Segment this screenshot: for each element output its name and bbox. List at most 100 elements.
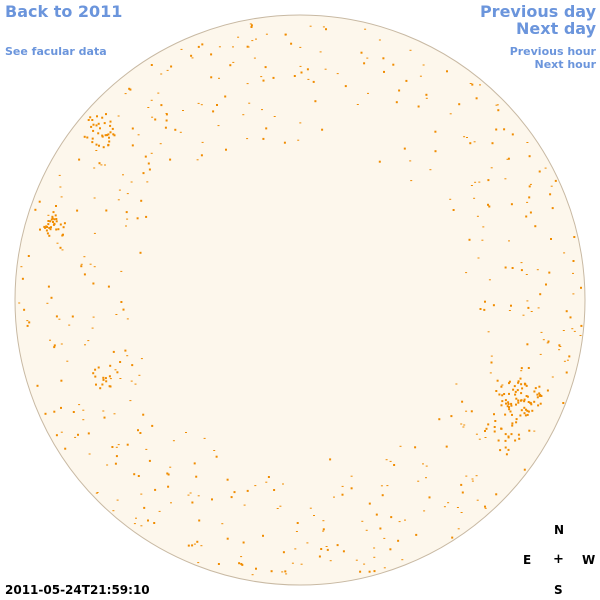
facula-marker (116, 371, 119, 374)
facula-marker (59, 246, 62, 249)
previous-hour-link[interactable]: Previous hour (509, 45, 596, 58)
facula-marker (390, 516, 393, 519)
facula-marker (536, 269, 539, 271)
facula-marker (479, 308, 482, 310)
facula-marker (130, 380, 133, 382)
next-hour-link[interactable]: Next hour (534, 58, 597, 71)
facula-marker (503, 393, 506, 395)
facula-marker (519, 414, 522, 417)
facula-marker (473, 141, 476, 143)
compass-south-label: S (554, 583, 563, 597)
facula-marker (573, 236, 576, 238)
see-facular-data-link[interactable]: See facular data (5, 45, 107, 58)
facula-marker (63, 222, 66, 225)
facula-marker (93, 266, 96, 268)
back-to-year-link[interactable]: Back to 2011 (5, 2, 123, 21)
facula-marker (504, 439, 507, 442)
facula-marker (56, 242, 59, 244)
facula-marker (217, 563, 220, 565)
facula-marker (474, 181, 477, 183)
facula-marker (539, 293, 542, 296)
facula-marker (122, 308, 125, 311)
facula-marker (395, 101, 398, 104)
facula-marker (28, 321, 31, 324)
facula-marker (520, 399, 523, 402)
facula-marker (547, 340, 550, 343)
facula-marker (265, 481, 268, 483)
facula-marker (218, 46, 221, 48)
facula-marker (99, 127, 101, 130)
facula-marker (422, 463, 424, 465)
facula-marker (548, 271, 551, 274)
facula-marker (484, 505, 486, 508)
facula-marker (96, 492, 99, 493)
facula-marker (201, 141, 204, 143)
facula-marker (111, 446, 114, 448)
facula-marker (495, 104, 498, 106)
facula-marker (38, 200, 41, 203)
facula-marker (460, 512, 463, 513)
facula-marker (169, 158, 172, 161)
facula-marker (273, 116, 276, 117)
facula-marker (458, 103, 461, 106)
facula-marker (434, 150, 437, 153)
facula-marker (497, 439, 500, 442)
facula-marker (539, 402, 542, 405)
facula-marker (515, 418, 518, 421)
facula-marker (462, 426, 465, 428)
facula-marker (473, 197, 476, 199)
facula-marker (282, 483, 284, 485)
facula-marker (414, 446, 417, 449)
facula-marker (82, 419, 85, 421)
facula-marker (398, 89, 401, 92)
previous-day-link[interactable]: Previous day (479, 2, 596, 21)
facula-marker (449, 198, 452, 200)
facula-marker (90, 125, 93, 128)
facula-marker (373, 570, 376, 573)
facula-marker (21, 277, 24, 280)
facula-marker (165, 119, 168, 122)
facula-marker (534, 387, 537, 390)
facula-marker (550, 185, 553, 187)
facula-marker (551, 376, 554, 378)
facula-marker (281, 571, 284, 573)
facula-marker (93, 197, 96, 199)
solar-disk (14, 14, 586, 586)
facula-marker (465, 475, 468, 477)
facula-marker (523, 398, 526, 401)
facula-marker (389, 460, 392, 462)
facula-marker (383, 70, 385, 73)
facula-marker (241, 563, 244, 566)
facula-marker (520, 262, 523, 264)
facula-marker (102, 376, 105, 379)
facula-marker (113, 134, 116, 137)
facula-marker (515, 403, 517, 406)
next-day-link[interactable]: Next day (516, 19, 596, 38)
facula-marker (471, 480, 474, 482)
facula-marker (428, 496, 431, 499)
facula-marker (496, 104, 499, 106)
facula-marker (527, 401, 530, 403)
facula-marker (61, 249, 64, 251)
facula-marker (185, 432, 187, 433)
facula-marker (456, 507, 459, 508)
facula-marker (55, 218, 58, 220)
facula-marker (516, 389, 519, 392)
facula-marker (169, 466, 172, 468)
facula-marker (272, 76, 275, 79)
facula-marker (291, 562, 294, 564)
facula-marker (126, 318, 129, 320)
facula-marker (61, 234, 64, 237)
facula-marker (297, 139, 300, 141)
facula-marker (492, 304, 495, 307)
facula-marker (151, 424, 154, 427)
facula-marker (255, 38, 257, 40)
facula-marker (270, 570, 273, 573)
facula-marker (55, 434, 58, 437)
facula-marker (125, 211, 128, 214)
facula-marker (364, 28, 367, 30)
facula-marker (55, 228, 58, 231)
facula-marker (93, 167, 96, 169)
facula-marker (137, 475, 140, 477)
facula-marker (463, 424, 466, 426)
